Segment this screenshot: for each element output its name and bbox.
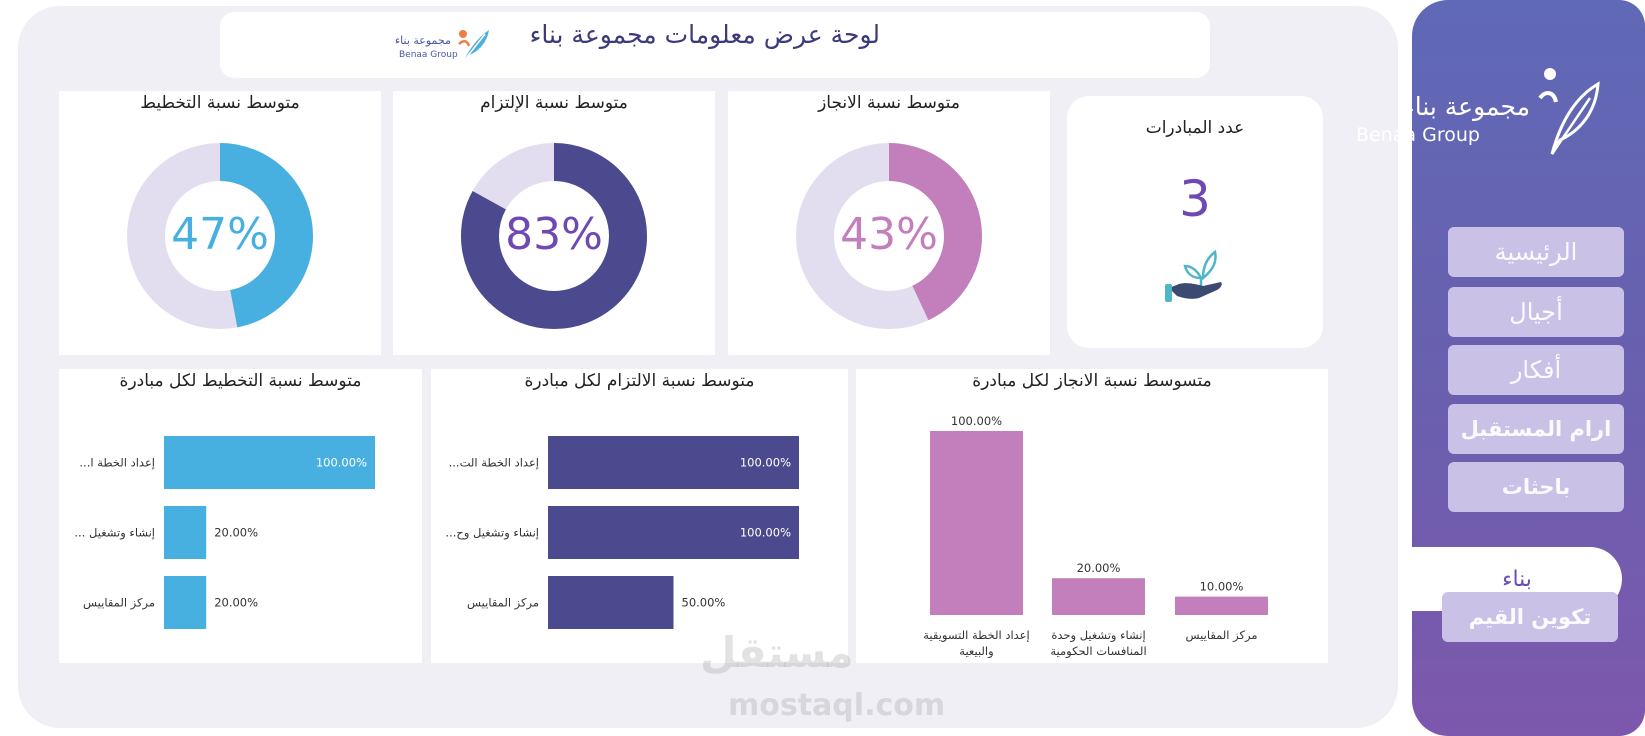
sidebar-logo: مجموعة بناء Benaa Group <box>1356 60 1600 160</box>
gauge-value-planning: 47% <box>171 209 269 260</box>
bar <box>548 436 799 489</box>
gauge-value-achievement: 43% <box>840 209 938 260</box>
gauge-card-achievement: متوسط نسبة الانجاز 43% <box>728 91 1050 355</box>
feather-logo-icon <box>1538 68 1600 155</box>
chart-card-planning: متوسط نسبة التخطيط لكل مبادرة 100.00%...… <box>59 369 422 663</box>
bar-value-label: 50.00% <box>682 596 726 610</box>
bar <box>548 576 674 629</box>
sidebar-item-binaa[interactable]: بناء <box>1502 566 1532 592</box>
kpi-title: عدد المبادرات <box>1145 118 1245 138</box>
feather-logo-icon <box>458 30 489 63</box>
sidebar-logo-arabic: مجموعة بناء <box>1402 92 1530 121</box>
category-label: إعداد الخطة التسويقية <box>923 628 1029 643</box>
sidebar-item-takween-alqiyam[interactable]: تكوين القيم <box>1442 592 1618 642</box>
header-logo: مجموعة بناء Benaa Group <box>395 22 495 68</box>
bar-value-label: 20.00% <box>214 526 258 540</box>
sidebar-item-bahithat[interactable]: باحثات <box>1448 462 1624 512</box>
sidebar-item-home[interactable]: الرئيسية <box>1448 227 1624 277</box>
sidebar-logo-english: Benaa Group <box>1356 124 1480 146</box>
chart-title-commitment: متوسط نسبة الالتزام لكل مبادرة <box>524 371 755 391</box>
bar-value-label: 100.00% <box>951 414 1002 428</box>
gauge-card-planning: متوسط نسبة التخطيط 47% <box>59 91 381 355</box>
watermark-english: mostaql.com <box>728 688 946 723</box>
bar <box>164 436 375 489</box>
category-label: مركز المقاييس <box>83 596 155 611</box>
bar-chart-commitment: 100.00% ...إعداد الخطة الت 100.00% ...إنشاء… <box>445 436 799 629</box>
bar <box>930 431 1023 615</box>
gauge-value-commitment: 83% <box>505 209 603 260</box>
donut-value-arc <box>796 143 982 329</box>
bar-value-label: 100.00% <box>316 456 367 470</box>
category-label: مركز المقاييس <box>1186 628 1258 643</box>
category-label: ... إنشاء وتشغيل <box>74 526 155 541</box>
gauge-card-commitment: متوسط نسبة الإلتزام 83% <box>393 91 715 355</box>
sidebar-item-aram-almustaqbal[interactable]: ارام المستقبل <box>1448 404 1624 454</box>
header-logo-arabic: مجموعة بناء <box>395 34 451 47</box>
donut-achievement <box>796 143 982 329</box>
donut-value-arc <box>127 143 313 329</box>
chart-title-achievement: متسوسط نسبة الانجاز لكل مبادرة <box>972 371 1212 391</box>
gauge-title-achievement: متوسط نسبة الانجاز <box>818 93 960 113</box>
sidebar-item-afkar[interactable]: أفكار <box>1448 345 1624 395</box>
category-label: مركز المقاييس <box>467 596 539 611</box>
chart-title-planning: متوسط نسبة التخطيط لكل مبادرة <box>119 371 362 391</box>
plant-in-hand-icon <box>1165 249 1222 302</box>
bar-value-label: 10.00% <box>1200 580 1244 594</box>
category-label: ...إعداد الخطة ا <box>79 456 155 470</box>
bar <box>164 506 207 559</box>
gauge-title-commitment: متوسط نسبة الإلتزام <box>480 93 628 113</box>
kpi-value: 3 <box>1179 170 1211 228</box>
category-label: إنشاء وتشغيل وحدة <box>1051 628 1145 643</box>
donut-planning <box>127 143 313 329</box>
header-logo-english: Benaa Group <box>399 50 458 60</box>
bar-value-label: 20.00% <box>214 596 258 610</box>
bar <box>1175 596 1268 615</box>
bar-value-label: 20.00% <box>1077 561 1121 575</box>
donut-value-arc <box>461 143 647 329</box>
bar-value-label: 100.00% <box>740 526 791 540</box>
donut-commitment <box>461 143 647 329</box>
gauge-title-planning: متوسط نسبة التخطيط <box>140 93 300 113</box>
category-label: ...إعداد الخطة الت <box>449 456 539 470</box>
chart-card-achievement: متسوسط نسبة الانجاز لكل مبادرة 100.00% 20… <box>856 369 1328 663</box>
chart-card-commitment: متوسط نسبة الالتزام لكل مبادرة 100.00%..… <box>431 369 848 663</box>
watermark-arabic: مستقل <box>700 628 854 677</box>
bar <box>164 576 207 629</box>
header-bar: لوحة عرض معلومات مجموعة بناء مجموعة بناء… <box>220 12 1210 78</box>
category-label: ...إنشاء وتشغيل وح <box>445 526 539 541</box>
bar-chart-achievement: 100.00% 20.00% 10.00% إعداد الخطة التسويقية… <box>923 414 1268 659</box>
category-label: والبيعية <box>959 644 993 659</box>
bar-value-label: 100.00% <box>740 456 791 470</box>
category-label: المنافسات الحكومية <box>1050 644 1146 659</box>
bar <box>1052 578 1145 615</box>
bar <box>548 506 799 559</box>
kpi-card: عدد المبادرات 3 <box>1067 96 1323 348</box>
page-title: لوحة عرض معلومات مجموعة بناء <box>529 20 880 49</box>
bar-chart-planning: 100.00% ...إعداد الخطة ا 20.00% ... إنشاء و… <box>74 436 375 629</box>
sidebar-item-ajyal[interactable]: أجيال <box>1448 287 1624 337</box>
